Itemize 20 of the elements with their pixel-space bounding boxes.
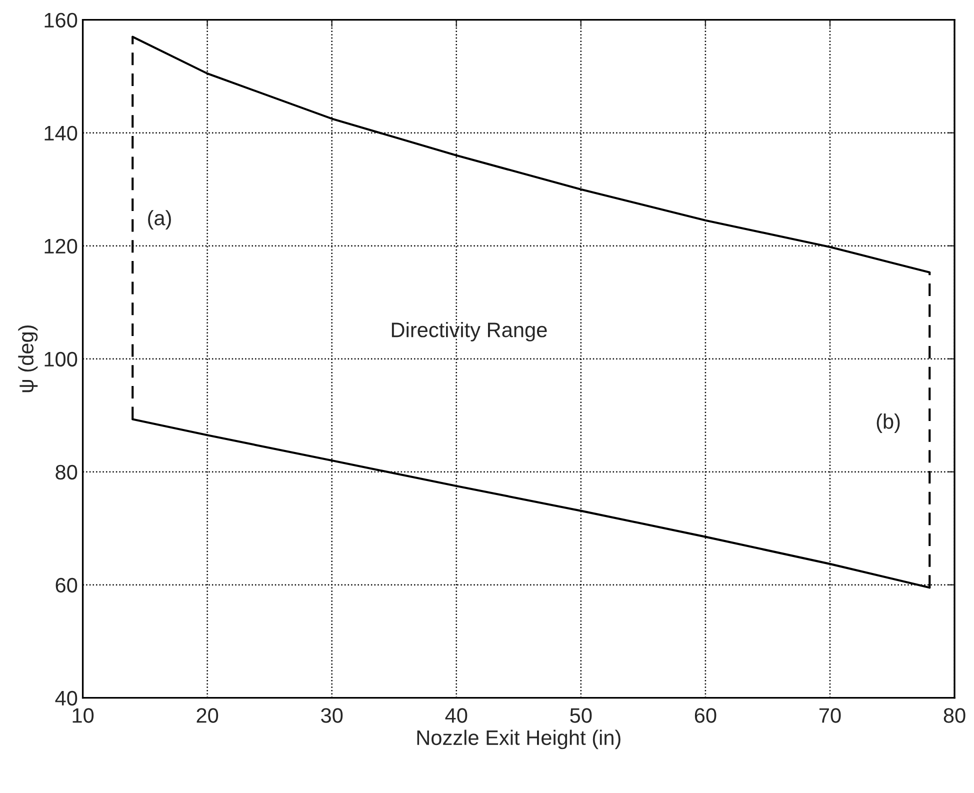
x-tick-label: 40 bbox=[445, 708, 468, 723]
x-tick-label: 30 bbox=[321, 708, 343, 723]
x-tick-label: 70 bbox=[819, 708, 841, 723]
y-tick-label: 40 bbox=[55, 690, 78, 706]
annotation: (a) bbox=[148, 210, 171, 230]
y-tick-label: 60 bbox=[56, 578, 78, 593]
x-tick-label: 10 bbox=[72, 708, 94, 723]
x-tick-label: 60 bbox=[694, 708, 716, 723]
x-tick-label: 80 bbox=[944, 708, 966, 723]
y-tick-label: 100 bbox=[44, 352, 78, 367]
y-tick-label: 120 bbox=[44, 238, 78, 254]
y-tick-label: 140 bbox=[44, 126, 78, 141]
annotation: (b) bbox=[876, 414, 900, 433]
x-tick-label: 20 bbox=[196, 708, 218, 723]
y-axis-title: ψ (deg) bbox=[18, 325, 38, 392]
x-axis-title: Nozzle Exit Height (in) bbox=[417, 730, 620, 750]
annotation: Directivity Range bbox=[392, 322, 547, 342]
y-tick-label: 80 bbox=[56, 464, 78, 480]
y-tick-label: 160 bbox=[44, 12, 78, 28]
x-tick-label: 50 bbox=[570, 708, 592, 723]
